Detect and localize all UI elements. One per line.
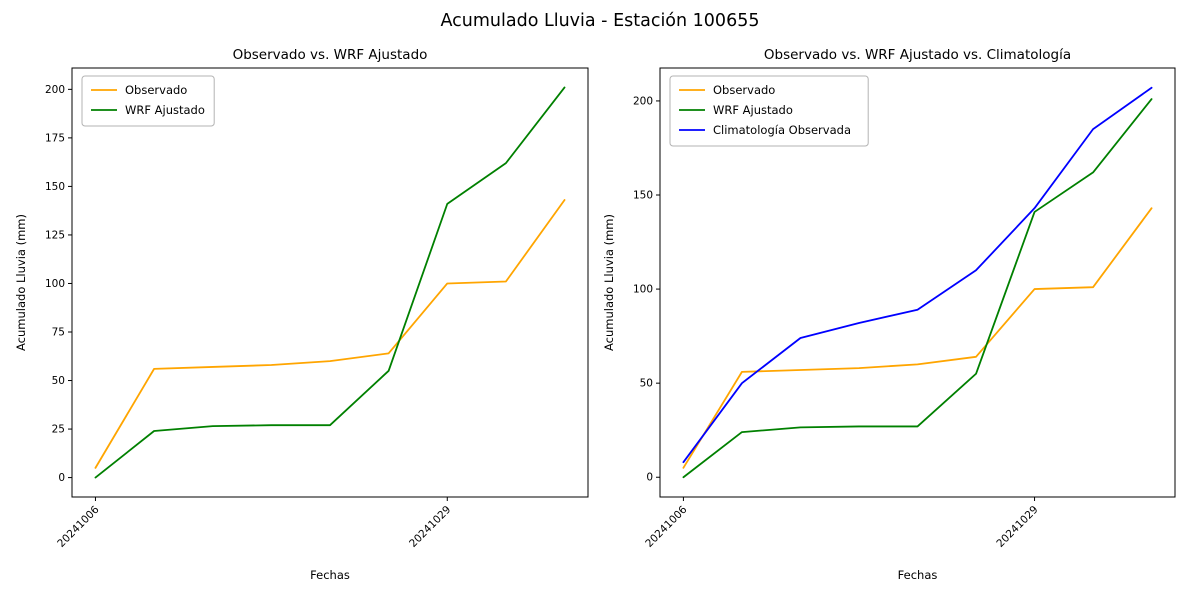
y-tick-label: 100 bbox=[45, 278, 65, 290]
legend-box bbox=[81, 75, 215, 127]
x-tick-label: 20241029 bbox=[994, 504, 1040, 550]
y-tick-label: 150 bbox=[45, 181, 65, 193]
subplot-title: Observado vs. WRF Ajustado vs. Climatolo… bbox=[764, 47, 1071, 63]
y-tick-label: 200 bbox=[633, 95, 653, 107]
figure-title: Acumulado Lluvia - Estación 100655 bbox=[440, 11, 760, 31]
y-tick-label: 200 bbox=[45, 84, 65, 96]
y-tick-label: 75 bbox=[52, 327, 65, 339]
legend-box bbox=[669, 75, 869, 147]
x-tick-label: 20241029 bbox=[407, 504, 453, 550]
subplot-title: Observado vs. WRF Ajustado bbox=[233, 47, 428, 63]
series-line-observado bbox=[94, 199, 566, 469]
legend-label: Climatología Observada bbox=[713, 123, 851, 137]
y-tick-label: 0 bbox=[646, 472, 653, 484]
y-axis-label: Acumulado Lluvia (mm) bbox=[602, 214, 616, 351]
y-tick-label: 50 bbox=[640, 378, 653, 390]
legend-label: WRF Ajustado bbox=[125, 103, 205, 117]
y-tick-label: 150 bbox=[633, 190, 653, 202]
subplot-1: 0 25 50 75 100 125 150 175 200 20241006 20241029 Ob… bbox=[14, 47, 589, 582]
y-tick-label: 50 bbox=[52, 375, 65, 387]
y-tick-label: 100 bbox=[633, 284, 653, 296]
series-line-climatologi-a-observada bbox=[682, 86, 1153, 464]
series-line-wrf-ajustado bbox=[682, 98, 1153, 479]
x-axis-label: Fechas bbox=[898, 568, 938, 582]
y-tick-label: 125 bbox=[45, 229, 65, 241]
legend-label: Observado bbox=[713, 83, 775, 97]
legend-label: Observado bbox=[125, 83, 187, 97]
series-line-observado bbox=[682, 207, 1153, 469]
y-axis-label: Acumulado Lluvia (mm) bbox=[14, 214, 28, 351]
y-tick-label: 175 bbox=[45, 132, 65, 144]
legend-label: WRF Ajustado bbox=[713, 103, 793, 117]
axes-frame bbox=[71, 67, 589, 498]
x-axis-label: Fechas bbox=[310, 568, 350, 582]
series-line-wrf-ajustado bbox=[94, 86, 566, 479]
x-tick-label: 20241006 bbox=[55, 503, 102, 550]
axes-frame bbox=[659, 67, 1176, 498]
y-tick-label: 0 bbox=[58, 472, 65, 484]
x-tick-label: 20241006 bbox=[643, 503, 690, 550]
subplot-2: 0 50 100 150 200 20241006 20241029 Observado vs… bbox=[602, 47, 1176, 582]
plot-area bbox=[72, 68, 588, 497]
y-tick-label: 25 bbox=[52, 424, 65, 436]
